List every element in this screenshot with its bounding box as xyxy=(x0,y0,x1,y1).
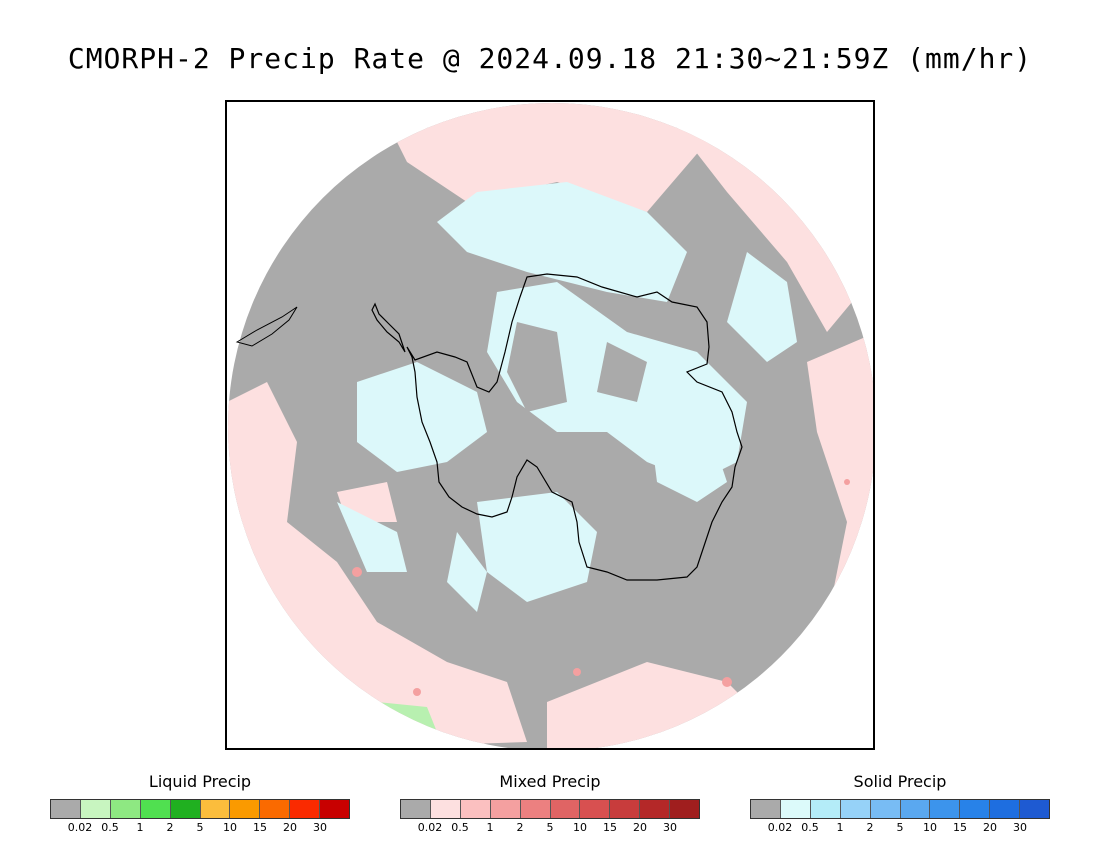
legend-swatch xyxy=(670,800,700,818)
legend-tick-label: 20 xyxy=(983,821,997,834)
legend-swatch xyxy=(230,800,261,818)
legend-swatch xyxy=(930,800,961,818)
legend-tick-label: 2 xyxy=(866,821,874,834)
legend-tick-label: 10 xyxy=(223,821,237,834)
precip-field xyxy=(228,103,873,748)
legend-swatch xyxy=(490,800,521,818)
legend-swatch xyxy=(80,800,111,818)
legend-swatch xyxy=(610,800,641,818)
legend-tick-label: 2 xyxy=(516,821,524,834)
legend-tick-label: 5 xyxy=(196,821,204,834)
legend-swatch xyxy=(401,800,431,818)
legend-swatch xyxy=(870,800,901,818)
legend-swatch xyxy=(520,800,551,818)
antarctic-peninsula-coastline xyxy=(371,302,406,353)
legend-tick-label: 0.02 xyxy=(767,821,793,834)
legend-swatch xyxy=(780,800,811,818)
legend-title: Mixed Precip xyxy=(499,772,601,791)
legend-ticks: 0.02 0.5 1 2 5 10 15 20 30 xyxy=(400,821,700,835)
legend-swatch xyxy=(110,800,141,818)
legend-swatch xyxy=(810,800,841,818)
legend-swatch xyxy=(960,800,991,818)
legend-tick-label: 0.5 xyxy=(451,821,469,834)
south-america-coastline xyxy=(235,306,298,347)
mixed-precip-legend: Mixed Precip 0.02 0.5 1 2 5 10 15 20 30 xyxy=(400,772,700,835)
legend-swatch xyxy=(430,800,461,818)
mixed-precip-heavier xyxy=(352,479,850,696)
legend-tick-label: 2 xyxy=(166,821,174,834)
page-title: CMORPH-2 Precip Rate @ 2024.09.18 21:30~… xyxy=(67,42,1033,75)
legend-swatch xyxy=(170,800,201,818)
solid-precip-legend: Solid Precip 0.02 0.5 1 2 5 10 15 20 30 xyxy=(750,772,1050,835)
legend-tick-label: 15 xyxy=(953,821,967,834)
legend-swatch xyxy=(1020,800,1050,818)
legend-ticks: 0.02 0.5 1 2 5 10 15 20 30 xyxy=(750,821,1050,835)
legend-tick-label: 5 xyxy=(896,821,904,834)
legend-tick-label: 30 xyxy=(1013,821,1027,834)
precip-map-canvas xyxy=(228,103,873,748)
legend-tick-label: 15 xyxy=(603,821,617,834)
legend-tick-label: 20 xyxy=(633,821,647,834)
legend-swatch xyxy=(290,800,321,818)
legend-swatch xyxy=(550,800,581,818)
legend-title: Solid Precip xyxy=(853,772,947,791)
legend-swatch xyxy=(840,800,871,818)
legend-swatch xyxy=(320,800,350,818)
legend-swatch xyxy=(580,800,611,818)
legend-swatch xyxy=(260,800,291,818)
legend-tick-label: 15 xyxy=(253,821,267,834)
legend-tick-label: 1 xyxy=(486,821,494,834)
legend-tick-label: 10 xyxy=(573,821,587,834)
polar-precip-map xyxy=(225,100,875,750)
legend-tick-label: 0.5 xyxy=(101,821,119,834)
legend-ticks: 0.02 0.5 1 2 5 10 15 20 30 xyxy=(50,821,350,835)
legend-tick-label: 0.02 xyxy=(417,821,443,834)
legend-swatch xyxy=(460,800,491,818)
legend-tick-label: 5 xyxy=(546,821,554,834)
legend-tick-label: 30 xyxy=(313,821,327,834)
antarctica-coastline xyxy=(406,273,743,581)
liquid-precip-legend: Liquid Precip 0.02 0.5 1 2 5 10 15 20 30 xyxy=(50,772,350,835)
legend-tick-label: 30 xyxy=(663,821,677,834)
legend-swatch xyxy=(751,800,781,818)
legend-swatch xyxy=(900,800,931,818)
legend-tick-label: 0.5 xyxy=(801,821,819,834)
legend-swatch xyxy=(140,800,171,818)
legend-color-bar xyxy=(50,799,350,819)
legend-tick-label: 20 xyxy=(283,821,297,834)
legend-swatch xyxy=(640,800,671,818)
legend-title: Liquid Precip xyxy=(148,772,252,791)
legend-swatch xyxy=(51,800,81,818)
legend-tick-label: 0.02 xyxy=(67,821,93,834)
legend-color-bar xyxy=(400,799,700,819)
legend-swatch xyxy=(990,800,1021,818)
legend-tick-label: 1 xyxy=(136,821,144,834)
legend-color-bar xyxy=(750,799,1050,819)
legend-tick-label: 1 xyxy=(836,821,844,834)
no-precip-patches xyxy=(417,322,647,522)
legend-swatch xyxy=(200,800,231,818)
legend-tick-label: 10 xyxy=(923,821,937,834)
